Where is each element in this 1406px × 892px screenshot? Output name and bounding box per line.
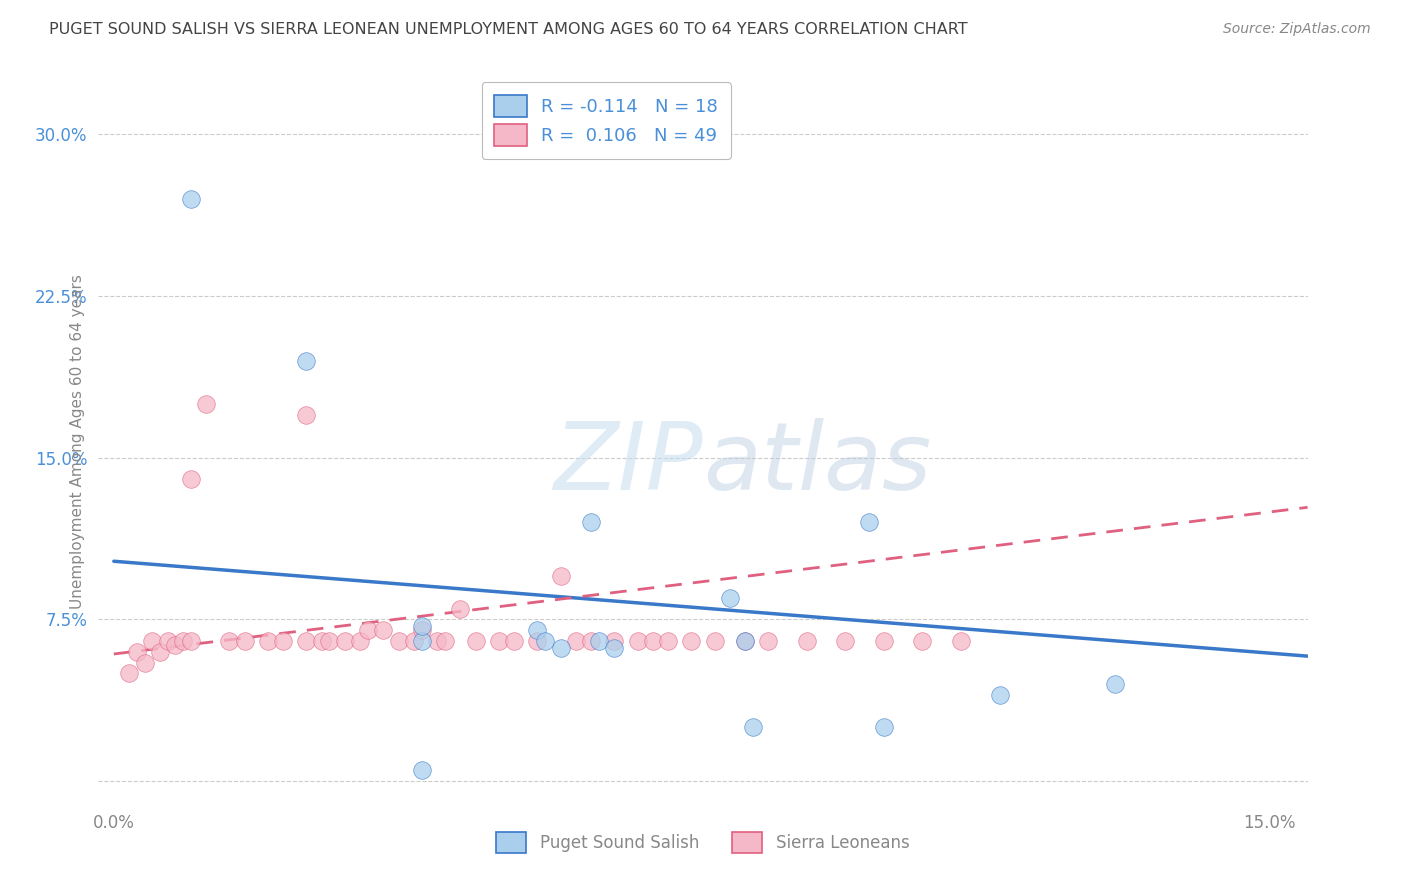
- Point: [318, 634, 340, 648]
- Point: [295, 634, 318, 648]
- Point: [156, 634, 179, 648]
- Point: [657, 634, 679, 648]
- Point: [411, 634, 433, 648]
- Point: [834, 634, 856, 648]
- Point: [333, 634, 356, 648]
- Point: [125, 645, 148, 659]
- Point: [195, 397, 218, 411]
- Point: [734, 634, 756, 648]
- Point: [357, 624, 380, 638]
- Point: [550, 640, 572, 655]
- Point: [295, 408, 318, 422]
- Point: [295, 353, 318, 368]
- Point: [988, 688, 1011, 702]
- Point: [526, 634, 548, 648]
- Point: [503, 634, 526, 648]
- Point: [681, 634, 703, 648]
- Point: [858, 516, 880, 530]
- Y-axis label: Unemployment Among Ages 60 to 64 years: Unemployment Among Ages 60 to 64 years: [69, 274, 84, 609]
- Point: [311, 634, 333, 648]
- Point: [742, 720, 765, 734]
- Point: [172, 634, 194, 648]
- Point: [233, 634, 256, 648]
- Point: [641, 634, 664, 648]
- Point: [588, 634, 610, 648]
- Point: [388, 634, 411, 648]
- Point: [411, 624, 433, 638]
- Text: PUGET SOUND SALISH VS SIERRA LEONEAN UNEMPLOYMENT AMONG AGES 60 TO 64 YEARS CORR: PUGET SOUND SALISH VS SIERRA LEONEAN UNE…: [49, 22, 967, 37]
- Text: ZIP: ZIP: [554, 417, 703, 508]
- Point: [464, 634, 486, 648]
- Point: [134, 656, 156, 670]
- Point: [141, 634, 163, 648]
- Point: [180, 634, 202, 648]
- Point: [718, 591, 741, 605]
- Point: [426, 634, 449, 648]
- Point: [411, 619, 433, 633]
- Point: [349, 634, 371, 648]
- Point: [550, 569, 572, 583]
- Point: [218, 634, 240, 648]
- Point: [626, 634, 648, 648]
- Point: [950, 634, 973, 648]
- Point: [180, 472, 202, 486]
- Point: [581, 634, 603, 648]
- Point: [873, 634, 896, 648]
- Point: [911, 634, 934, 648]
- Point: [404, 634, 426, 648]
- Point: [1104, 677, 1126, 691]
- Legend: Puget Sound Salish, Sierra Leoneans: Puget Sound Salish, Sierra Leoneans: [489, 826, 917, 860]
- Point: [758, 634, 780, 648]
- Point: [165, 638, 187, 652]
- Point: [565, 634, 588, 648]
- Point: [873, 720, 896, 734]
- Point: [271, 634, 294, 648]
- Point: [118, 666, 141, 681]
- Point: [526, 624, 548, 638]
- Text: Source: ZipAtlas.com: Source: ZipAtlas.com: [1223, 22, 1371, 37]
- Point: [534, 634, 557, 648]
- Point: [373, 624, 395, 638]
- Point: [411, 764, 433, 778]
- Point: [488, 634, 510, 648]
- Point: [180, 192, 202, 206]
- Point: [603, 640, 626, 655]
- Point: [433, 634, 456, 648]
- Point: [449, 601, 471, 615]
- Point: [581, 516, 603, 530]
- Point: [257, 634, 280, 648]
- Point: [703, 634, 725, 648]
- Text: atlas: atlas: [703, 417, 931, 508]
- Point: [796, 634, 818, 648]
- Point: [603, 634, 626, 648]
- Point: [734, 634, 756, 648]
- Point: [149, 645, 172, 659]
